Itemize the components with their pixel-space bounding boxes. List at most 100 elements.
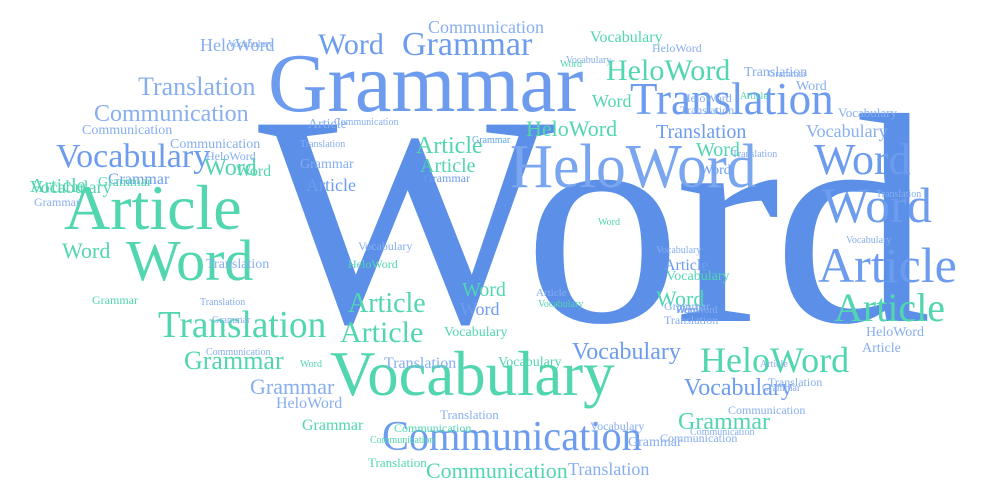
cloud-word: HeloWord [606,54,731,87]
cloud-word: Communication [170,137,261,152]
cloud-word: Communication [660,431,738,445]
cloud-word: Vocabulary [444,325,508,340]
cloud-word: Grammar [98,175,152,190]
cloud-word: Vocabulary [590,419,645,433]
cloud-word: Article [834,285,946,330]
cloud-word: Article [760,359,788,370]
cloud-word: Vocabulary [846,235,892,246]
cloud-word: HeloWord [348,257,398,271]
cloud-word: Vocabulary [656,245,702,256]
cloud-word: Grammar [472,135,511,146]
cloud-word: HeloWord [206,149,256,163]
cloud-word: Translation [384,355,457,372]
cloud-word: Communication [428,17,544,37]
cloud-word: Vocabulary [806,121,888,141]
cloud-word: Word [696,139,740,161]
cloud-word: Grammar [762,383,801,394]
cloud-word: Grammar [184,346,284,375]
cloud-word: Translation [440,407,499,422]
cloud-word: Word [592,91,632,111]
cloud-word: Grammar [424,171,470,185]
cloud-word: Vocabulary [838,105,897,120]
cloud-word: Word [560,59,582,70]
cloud-word: Communication [690,427,755,438]
cloud-word: HeloWord [652,41,702,55]
cloud-word: HeloWord [526,116,618,141]
cloud-word: Translation [200,297,246,308]
cloud-word: Word [676,305,698,316]
cloud-word: Translation [206,257,270,272]
cloud-word: Article [348,288,426,319]
cloud-word: Grammar [628,435,682,450]
cloud-word: Vocabulary [30,177,112,197]
cloud-word: Word [62,238,111,263]
cloud-word: Article [64,172,242,243]
cloud-word: HeloWord [866,325,924,340]
cloud-word: Vocabulary [572,339,681,365]
cloud-word: Communication [334,117,399,128]
cloud-word: Word [462,279,506,301]
cloud-word: Translation [680,103,735,117]
cloud-word: Word [460,299,500,319]
cloud-word: Word [318,28,384,61]
cloud-word: Article [340,316,424,349]
cloud-word: Vocabulary [498,355,562,370]
cloud-word: Translation [744,65,808,80]
cloud-word: Article [862,341,901,356]
cloud-word: HeloWord [676,305,718,316]
cloud-word: Grammar [678,409,770,435]
cloud-word: Vocabulary [358,239,413,253]
cloud-word: Word [822,177,932,233]
cloud-word: Vocabulary [566,55,612,66]
cloud-word: HeloWord [200,35,275,55]
cloud-word: Vocabulary [56,138,211,175]
cloud-word: Word [796,79,827,94]
cloud-word: Translation [300,139,346,150]
cloud-word: Vocabulary [330,338,615,409]
cloud-word: Translation [876,189,922,200]
cloud-word: Grammar [108,171,170,188]
cloud-word: HeloWord [682,91,732,105]
cloud-word: Vocabulary [590,29,663,46]
cloud-word: Word [598,217,620,228]
cloud-word: Article [420,155,476,177]
cloud-word: Article [818,237,957,293]
cloud-word: Communication [728,403,806,417]
cloud-word: Translation [138,72,256,101]
cloud-word: Translation [664,313,719,327]
cloud-word: Article [30,175,86,197]
cloud-word: Vocabulary [684,375,793,401]
cloud-word: Grammar [92,293,138,307]
cloud-word: Grammar [34,195,80,209]
cloud-word: Word [300,359,322,370]
cloud-word: Vocabulary [228,39,274,50]
cloud-word: Article [308,117,347,132]
cloud-word: Grammar [300,157,354,172]
cloud-word: Translation [630,73,834,124]
cloud-word: Article [416,133,483,159]
cloud-word: Translation [568,459,650,479]
cloud-word: Grammar [402,26,533,63]
cloud-word: Word [126,228,254,293]
cloud-word: Communication [370,435,435,446]
cloud-word: Communication [82,123,173,138]
cloud-word: Grammar [302,417,364,434]
cloud-word: Vocabulary [538,299,584,310]
cloud-word: Word [204,155,257,181]
cloud-word: Communication [382,414,642,460]
cloud-word: Word [236,163,272,180]
cloud-word: Article [306,175,356,195]
cloud-word: Word [676,305,698,316]
cloud-word: Article [536,287,567,299]
cloud-word: Article [664,257,709,274]
cloud-word: Communication [206,347,271,358]
cloud-word: Grammar [768,69,807,80]
cloud-word: Word [258,54,931,386]
cloud-word: Translation [656,121,747,143]
cloud-word: Communication [394,421,472,435]
cloud-word: Grammar [268,37,584,130]
cloud-word: Communication [94,101,249,127]
cloud-word: Translation [768,375,823,389]
cloud-word: Vocabulary [666,269,730,284]
